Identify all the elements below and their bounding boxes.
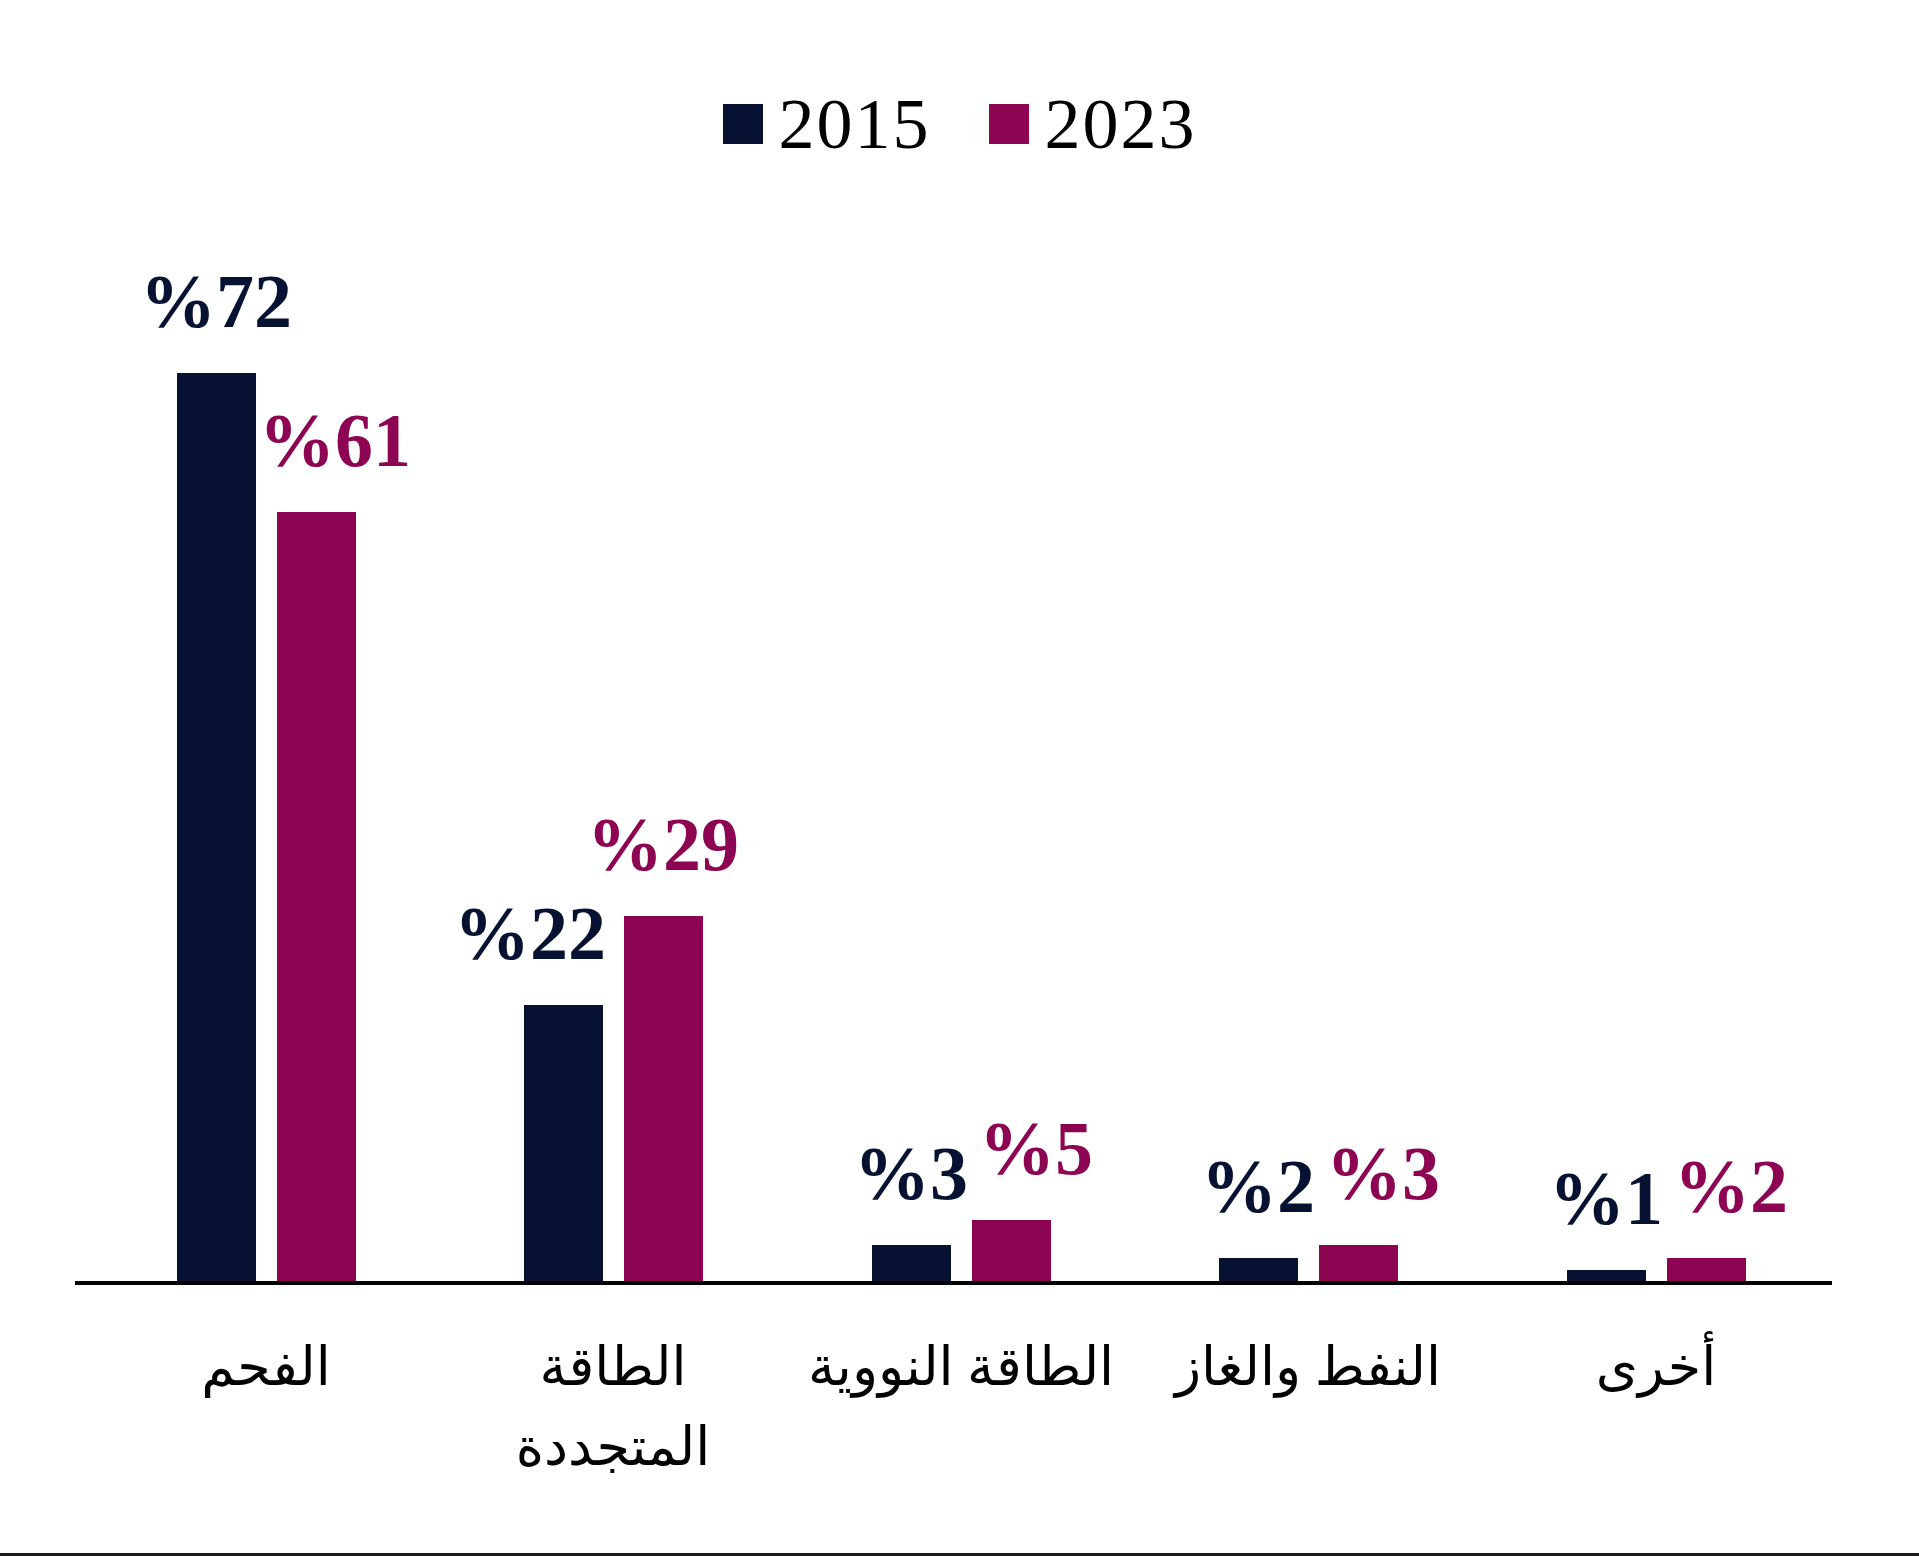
bar-2023-category-2 [972,1220,1051,1283]
x-axis-line [75,1281,1832,1285]
category-label-4: أخرى [1596,1328,1716,1408]
bar-2023-category-0 [277,512,356,1283]
bar-value-label-2015-category-1: %22 [454,895,606,971]
category-label-0: الفحم [201,1328,331,1408]
category-label-1: الطاقةالمتجددة [516,1328,711,1488]
category-label-line: الطاقة [516,1328,711,1408]
legend: 2015 2023 [0,88,1919,160]
bar-value-label-2015-category-0: %72 [140,263,292,339]
category-label-line: النفط والغاز [1175,1328,1441,1408]
bar-value-label-2023-category-1: %29 [587,806,739,882]
category-label-line: المتجددة [516,1408,711,1488]
bar-2015-category-1 [524,1005,603,1283]
legend-item-2015: 2015 [723,88,931,160]
legend-item-2023: 2023 [989,88,1197,160]
bar-value-label-2015-category-4: %1 [1549,1160,1663,1236]
bar-value-label-2023-category-0: %61 [259,402,411,478]
legend-label: 2015 [779,88,931,160]
bar-2023-category-4 [1667,1258,1746,1283]
legend-swatch-2023 [989,104,1029,144]
bar-value-label-2015-category-2: %3 [854,1135,968,1211]
bar-2015-category-2 [872,1245,951,1283]
bar-2015-category-3 [1219,1258,1298,1283]
chart: 20152023 %72%22%3%2%1%61%29%5%3%2 الفحما… [0,0,1919,1556]
category-label-line: أخرى [1596,1328,1716,1408]
bar-2023-category-1 [624,916,703,1283]
category-label-line: الفحم [201,1328,331,1408]
bar-value-label-2023-category-4: %2 [1674,1148,1788,1224]
bar-2023-category-3 [1319,1245,1398,1283]
bar-2015-category-0 [177,373,256,1283]
category-label-2: الطاقة النووية [808,1328,1114,1408]
legend-swatch-2015 [723,104,763,144]
bar-value-label-2015-category-3: %2 [1201,1148,1315,1224]
legend-label: 2023 [1045,88,1197,160]
category-label-3: النفط والغاز [1175,1328,1441,1408]
bar-value-label-2023-category-2: %5 [979,1110,1093,1186]
category-label-line: الطاقة النووية [808,1328,1114,1408]
bar-value-label-2023-category-3: %3 [1326,1135,1440,1211]
